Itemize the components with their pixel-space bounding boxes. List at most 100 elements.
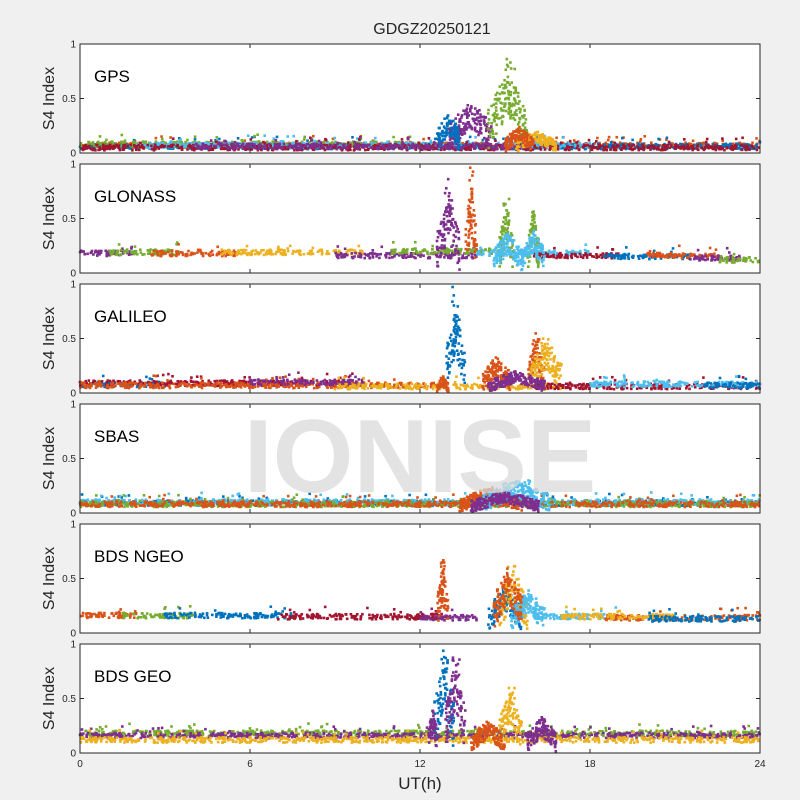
data-point <box>228 250 232 254</box>
data-point <box>220 248 224 251</box>
data-point <box>637 147 641 150</box>
data-point <box>327 252 331 256</box>
data-point <box>470 145 473 148</box>
data-point <box>260 148 263 152</box>
data-point <box>430 252 434 256</box>
data-point <box>551 143 554 146</box>
data-point <box>716 146 720 150</box>
data-point <box>627 257 630 260</box>
data-point <box>516 130 520 134</box>
data-point <box>371 249 375 252</box>
data-point <box>149 141 152 145</box>
data-point <box>94 250 97 254</box>
data-point <box>187 249 190 253</box>
data-point <box>491 130 494 133</box>
data-point <box>422 254 425 257</box>
data-point <box>692 253 695 256</box>
data-point <box>449 129 452 132</box>
data-point <box>219 147 223 151</box>
data-point <box>111 140 114 143</box>
data-point <box>554 149 557 152</box>
data-point <box>576 255 579 259</box>
data-point <box>625 246 628 249</box>
data-point <box>714 255 718 258</box>
data-point <box>471 143 475 146</box>
data-point <box>689 252 692 256</box>
data-point <box>621 256 624 260</box>
data-point <box>547 136 551 140</box>
data-point <box>134 146 138 149</box>
data-point <box>240 248 243 252</box>
data-point <box>516 123 520 126</box>
data-point <box>735 142 739 146</box>
data-point <box>506 65 510 68</box>
data-point <box>696 147 699 151</box>
data-point <box>147 146 151 149</box>
data-point <box>673 256 676 259</box>
data-point <box>654 257 657 260</box>
data-point <box>232 249 236 252</box>
data-point <box>550 254 554 258</box>
data-point <box>210 142 213 146</box>
data-point <box>493 147 497 151</box>
data-point <box>154 148 157 151</box>
data-point <box>448 143 451 147</box>
data-point <box>418 250 422 254</box>
data-point <box>184 254 188 258</box>
data-point <box>151 253 155 256</box>
data-point <box>190 141 193 145</box>
data-point <box>531 137 534 141</box>
data-point <box>137 143 140 147</box>
data-point <box>449 256 452 260</box>
data-point <box>613 255 616 258</box>
data-point <box>675 255 679 259</box>
data-point <box>636 145 639 148</box>
data-point <box>705 145 709 148</box>
data-point <box>276 145 280 148</box>
data-point <box>445 141 448 145</box>
data-point <box>128 250 131 253</box>
data-point <box>175 243 178 246</box>
data-point <box>247 251 250 255</box>
data-point <box>652 253 656 256</box>
data-point <box>500 122 504 126</box>
data-point <box>169 249 172 252</box>
data-point <box>389 146 393 150</box>
data-point <box>184 144 188 147</box>
data-point <box>499 143 502 147</box>
data-point <box>357 147 360 151</box>
data-point <box>373 142 377 145</box>
data-point <box>237 148 240 151</box>
data-point <box>345 250 348 254</box>
data-point <box>655 148 659 151</box>
data-point <box>676 144 680 147</box>
data-point <box>448 127 451 131</box>
data-point <box>429 147 432 150</box>
data-point <box>494 109 498 112</box>
data-point <box>706 143 710 147</box>
data-point <box>671 247 675 250</box>
data-point <box>178 141 182 145</box>
data-point <box>478 129 482 132</box>
data-point <box>427 144 431 148</box>
data-point <box>614 148 618 152</box>
data-point <box>317 139 321 143</box>
data-point <box>359 136 362 139</box>
data-point <box>232 253 236 257</box>
data-point <box>452 119 455 123</box>
data-point <box>466 104 470 107</box>
data-point <box>639 138 643 141</box>
data-point <box>700 146 703 150</box>
data-point <box>475 123 479 126</box>
data-point <box>88 144 91 148</box>
data-point <box>547 255 551 259</box>
data-point <box>104 249 107 253</box>
data-point <box>437 138 440 142</box>
data-point <box>200 145 203 149</box>
data-point <box>564 255 567 259</box>
data-point <box>515 141 518 144</box>
data-point <box>309 146 312 149</box>
data-point <box>278 142 282 146</box>
data-point <box>296 144 299 148</box>
